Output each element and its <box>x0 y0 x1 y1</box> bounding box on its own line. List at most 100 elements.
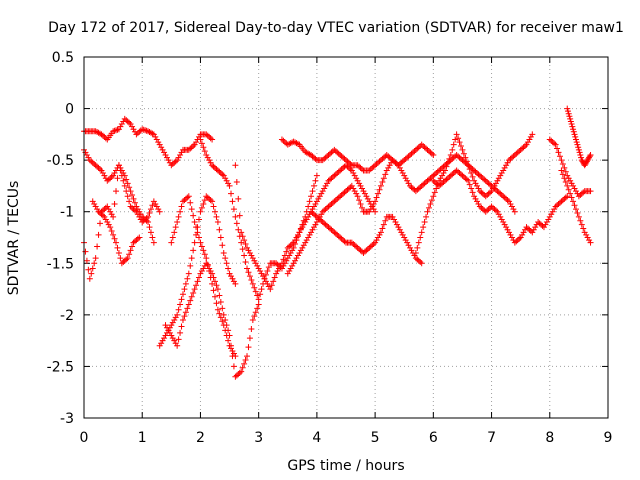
data-point <box>386 154 393 161</box>
data-point <box>280 137 287 144</box>
data-point <box>398 167 405 174</box>
data-point <box>462 154 469 161</box>
data-point <box>197 270 204 277</box>
data-point <box>561 195 568 202</box>
data-point <box>280 256 287 263</box>
data-point <box>570 198 577 205</box>
data-point <box>95 231 102 238</box>
data-point <box>238 239 245 246</box>
data-point <box>328 149 335 156</box>
data-point <box>149 234 156 241</box>
y-tick-label: -3 <box>60 411 74 427</box>
data-point <box>101 213 108 220</box>
data-point <box>417 234 424 241</box>
data-point <box>152 133 159 140</box>
x-tick-label: 9 <box>604 430 613 446</box>
data-point <box>213 282 220 289</box>
data-point <box>334 170 341 177</box>
data-point <box>142 216 149 223</box>
data-point <box>316 216 323 223</box>
data-point <box>433 180 440 187</box>
data-point <box>214 219 221 226</box>
data-point <box>568 121 575 128</box>
data-point <box>101 133 108 140</box>
data-point <box>353 243 360 250</box>
data-point <box>318 190 325 197</box>
data-point <box>508 234 515 241</box>
data-point <box>337 167 344 174</box>
data-point <box>325 151 332 158</box>
data-point <box>341 189 348 196</box>
data-point <box>347 166 354 173</box>
data-point <box>105 221 112 228</box>
x-tick-label: 6 <box>429 430 438 446</box>
data-point <box>290 239 297 246</box>
data-point <box>313 219 320 226</box>
data-point <box>369 242 376 249</box>
data-point <box>175 154 182 161</box>
x-tick-label: 2 <box>196 430 205 446</box>
data-point <box>559 197 566 204</box>
data-point <box>474 182 480 189</box>
data-point <box>324 222 331 229</box>
data-point <box>351 188 358 195</box>
data-point <box>111 170 118 177</box>
data-point <box>475 171 482 178</box>
data-point <box>305 213 312 220</box>
data-point <box>329 173 336 180</box>
data-point <box>524 139 531 146</box>
data-point <box>344 186 351 193</box>
data-point <box>571 185 578 192</box>
data-point <box>185 193 192 200</box>
data-point <box>337 151 344 158</box>
data-point <box>401 172 408 179</box>
data-point <box>296 249 303 256</box>
data-point <box>506 229 513 236</box>
data-point <box>456 139 463 146</box>
data-point <box>359 185 366 192</box>
data-point <box>179 291 186 298</box>
data-point <box>82 248 89 255</box>
data-point <box>523 224 530 231</box>
data-point <box>212 278 218 285</box>
data-point <box>162 151 169 158</box>
data-point <box>459 157 466 164</box>
data-point <box>316 193 323 200</box>
data-point <box>302 219 309 226</box>
data-point <box>340 154 347 161</box>
data-point <box>328 175 335 182</box>
data-point <box>127 203 134 210</box>
data-point <box>203 193 210 200</box>
data-point <box>581 229 588 236</box>
data-point <box>570 126 577 133</box>
data-point <box>146 210 153 217</box>
data-point <box>235 195 242 202</box>
chart-title: Day 172 of 2017, Sidereal Day-to-day VTE… <box>48 20 624 36</box>
data-point <box>113 239 120 246</box>
data-point <box>562 194 569 201</box>
data-point <box>554 202 561 209</box>
data-point <box>245 344 252 351</box>
data-point <box>203 151 210 158</box>
data-point <box>377 182 384 189</box>
data-point <box>252 288 259 295</box>
data-point <box>102 216 109 223</box>
data-point <box>204 194 211 201</box>
data-point <box>447 151 454 158</box>
data-point <box>293 234 300 241</box>
data-point <box>393 161 400 168</box>
data-point <box>85 154 92 161</box>
data-point <box>484 191 491 198</box>
data-point <box>305 150 312 157</box>
data-point <box>481 176 488 183</box>
data-point <box>399 231 406 238</box>
data-point <box>244 353 251 360</box>
data-point <box>551 140 558 147</box>
data-point <box>325 177 332 184</box>
data-point <box>114 244 121 251</box>
data-point <box>562 179 569 186</box>
data-point <box>145 219 152 226</box>
data-point <box>508 154 515 161</box>
data-point <box>85 266 92 273</box>
data-point <box>245 269 252 276</box>
